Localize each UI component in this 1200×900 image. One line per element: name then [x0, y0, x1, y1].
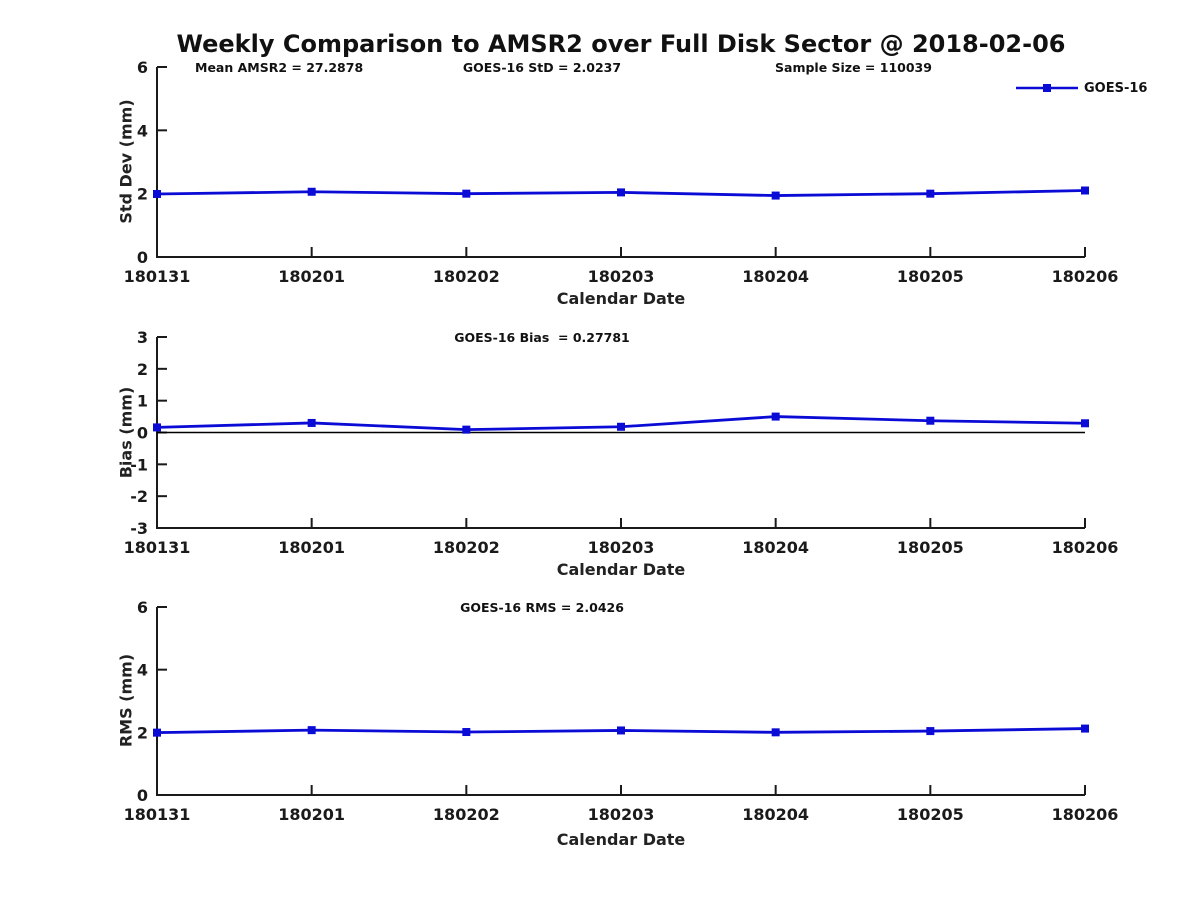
bias-y-tick-label: 3: [137, 328, 148, 347]
bias-y-tick-label: -1: [130, 455, 148, 474]
rms-data-marker: [771, 728, 780, 737]
legend-goes16-label: GOES-16: [1084, 81, 1148, 96]
std-dev-y-tick-label: 4: [137, 121, 148, 140]
annotation-goes16-std: GOES-16 StD = 2.0237: [462, 60, 622, 75]
rms-x-tick-label: 180205: [897, 805, 964, 824]
std-dev-y-tick-label: 6: [137, 58, 148, 77]
std-dev-x-tick-label: 180203: [588, 267, 655, 286]
rms-x-tick-label: 180206: [1052, 805, 1119, 824]
bias-x-tick-label: 180203: [588, 538, 655, 557]
rms-subplot-title: GOES-16 RMS = 2.0426: [460, 600, 624, 615]
std-dev-x-tick-label: 180131: [124, 267, 191, 286]
bias-data-marker: [307, 418, 316, 427]
bias-y-axis-label: Bias (mm): [116, 386, 136, 479]
rms-data-marker: [1081, 724, 1089, 733]
bias-subplot-title: GOES-16 Bias = 0.27781: [454, 330, 630, 345]
std-dev-x-tick-label: 180202: [433, 267, 500, 286]
rms-axes: [156, 607, 1085, 796]
std-dev-data-marker: [926, 189, 935, 198]
figure-title: Weekly Comparison to AMSR2 over Full Dis…: [176, 30, 1066, 58]
rms-y-tick-label: 6: [137, 598, 148, 617]
rms-data-marker: [926, 727, 935, 736]
rms-y-tick-label: 2: [137, 723, 148, 742]
stddev-x-axis-label: Calendar Date: [556, 289, 686, 308]
rms-data-marker: [307, 726, 316, 735]
std-dev-data-marker: [771, 191, 780, 200]
bias-x-axis-label: Calendar Date: [556, 560, 686, 579]
legend-marker: [1043, 84, 1051, 92]
bias-y-tick-label: 0: [137, 424, 148, 443]
bias-y-tick-label: 1: [137, 392, 148, 411]
bias-x-tick-label: 180201: [278, 538, 345, 557]
stddev-y-axis-label: Std Dev (mm): [116, 99, 136, 224]
std-dev-x-tick-label: 180205: [897, 267, 964, 286]
bias-x-tick-label: 180206: [1052, 538, 1119, 557]
bias-x-tick-label: 180204: [742, 538, 809, 557]
std-dev-data-marker: [153, 189, 161, 198]
bias-data-marker: [926, 416, 935, 425]
std-dev-y-tick-label: 2: [137, 185, 148, 204]
std-dev-data-marker: [1081, 186, 1089, 195]
rms-x-tick-label: 180131: [124, 805, 191, 824]
rms-x-tick-label: 180202: [433, 805, 500, 824]
bias-y-tick-label: -3: [130, 519, 148, 538]
bias-y-tick-label: 2: [137, 360, 148, 379]
bias-data-marker: [771, 412, 780, 421]
rms-x-axis-label: Calendar Date: [556, 830, 686, 849]
annotation-mean-amsr2: Mean AMSR2 = 27.2878: [195, 60, 364, 75]
bias-data-marker: [1081, 419, 1089, 428]
rms-y-tick-label: 0: [137, 786, 148, 805]
rms-y-tick-label: 4: [137, 661, 148, 680]
bias-data-marker: [617, 422, 625, 431]
bias-x-tick-label: 180202: [433, 538, 500, 557]
std-dev-data-marker: [617, 188, 625, 197]
rms-y-axis-label: RMS (mm): [116, 653, 136, 748]
bias-x-tick-label: 180131: [124, 538, 191, 557]
rms-data-marker: [462, 728, 471, 737]
std-dev-axes: [156, 67, 1085, 258]
rms-data-marker: [617, 726, 625, 735]
std-dev-x-tick-label: 180204: [742, 267, 809, 286]
bias-data-marker: [462, 425, 471, 434]
rms-data-marker: [153, 728, 161, 737]
std-dev-y-tick-label: 0: [137, 248, 148, 267]
std-dev-x-tick-label: 180201: [278, 267, 345, 286]
rms-x-tick-label: 180203: [588, 805, 655, 824]
std-dev-data-marker: [462, 189, 471, 198]
rms-x-tick-label: 180204: [742, 805, 809, 824]
rms-x-tick-label: 180201: [278, 805, 345, 824]
std-dev-data-marker: [307, 187, 316, 196]
bias-data-marker: [153, 423, 161, 432]
bias-y-tick-label: -2: [130, 487, 148, 506]
std-dev-x-tick-label: 180206: [1052, 267, 1119, 286]
bias-x-tick-label: 180205: [897, 538, 964, 557]
annotation-sample-size: Sample Size = 110039: [775, 60, 932, 75]
